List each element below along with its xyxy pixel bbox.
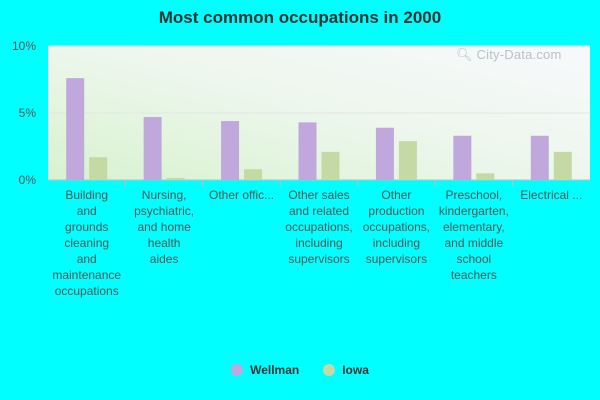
x-tick-label: grounds (65, 220, 108, 234)
bar-wellman (375, 127, 394, 180)
x-tick-label: and home (137, 220, 191, 234)
bar-wellman (66, 78, 85, 180)
x-tick-label: and (77, 252, 97, 266)
bar-iowa (244, 169, 263, 180)
legend: Wellman Iowa (0, 363, 600, 377)
bar-iowa (321, 151, 340, 180)
x-tick-label: occupations (55, 284, 119, 298)
bar-iowa (553, 151, 572, 180)
chart-title: Most common occupations in 2000 (158, 8, 442, 27)
x-tick-label: Nursing, (142, 188, 187, 202)
x-tick-label: Other sales (288, 188, 349, 202)
x-tick-label: production (368, 204, 424, 218)
watermark-text: City-Data.com (476, 47, 562, 62)
x-tick-label: health (148, 236, 181, 250)
watermark: 🔍︎ City-Data.com (456, 47, 561, 63)
x-tick-label: and related (289, 204, 349, 218)
x-tick-label: and (77, 204, 97, 218)
x-tick-label: kindergarten, (439, 204, 509, 218)
y-tick-label: 10% (12, 39, 36, 53)
x-tick-label: supervisors (288, 252, 349, 266)
legend-label-iowa: Iowa (342, 363, 369, 377)
legend-item-iowa: Iowa (323, 363, 369, 377)
x-tick-label: occupations, (363, 220, 430, 234)
x-tick-label: Other offic... (209, 188, 274, 202)
legend-swatch-iowa (323, 364, 336, 376)
x-tick-label: occupations, (285, 220, 352, 234)
x-tick-label: teachers (451, 268, 497, 282)
x-tick-label: Electrical ... (520, 188, 582, 202)
legend-swatch-wellman (231, 364, 244, 376)
bar-iowa (166, 177, 185, 180)
legend-item-wellman: Wellman (231, 363, 299, 377)
watermark-icon: 🔍︎ (456, 47, 473, 62)
bar-wellman (298, 122, 317, 180)
x-tick-label: elementary, (443, 220, 505, 234)
bar-wellman (143, 117, 162, 180)
bar-wellman (453, 135, 472, 180)
x-tick-label: Building (65, 188, 108, 202)
bar-iowa (398, 141, 417, 180)
x-tick-label: school (457, 252, 492, 266)
x-tick-label: psychiatric, (134, 204, 194, 218)
bar-iowa (89, 157, 108, 180)
x-tick-label: Other (381, 188, 411, 202)
bar-wellman (221, 121, 240, 180)
x-tick-label: including (295, 236, 342, 250)
bar-wellman (530, 135, 549, 180)
y-tick-label: 0% (19, 173, 37, 187)
x-tick-label: aides (150, 252, 179, 266)
legend-label-wellman: Wellman (250, 363, 300, 377)
x-tick-label: maintenance (52, 268, 121, 282)
y-tick-label: 5% (19, 106, 37, 120)
x-tick-label: including (373, 236, 420, 250)
x-tick-label: and middle (444, 236, 503, 250)
x-tick-label: Preschool, (446, 188, 503, 202)
x-tick-label: supervisors (366, 252, 427, 266)
bar-iowa (476, 173, 495, 180)
x-tick-label: cleaning (64, 236, 109, 250)
